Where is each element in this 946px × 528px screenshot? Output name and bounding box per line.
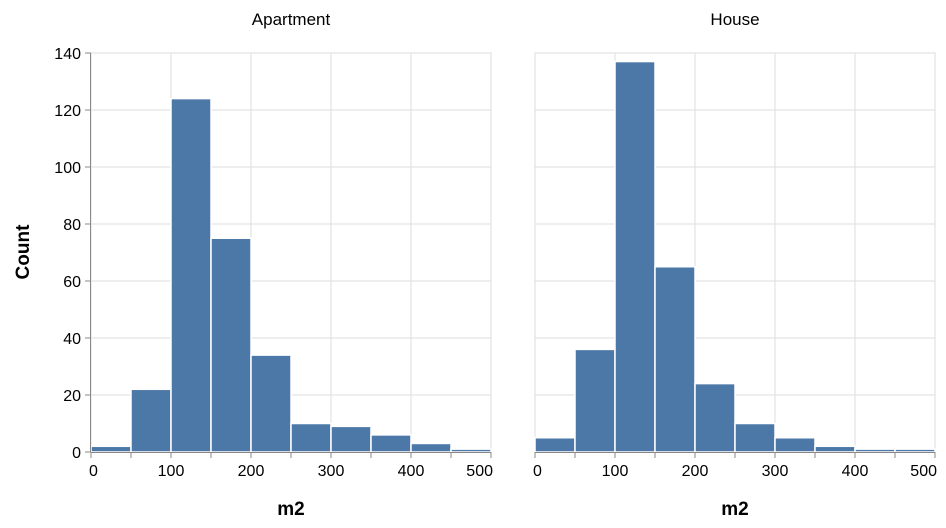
y-tick-label: 120 [54, 103, 81, 120]
histogram-bar [614, 60, 656, 453]
x-tick-label: 0 [533, 463, 542, 480]
x-tick-label: 500 [910, 463, 937, 480]
histogram-bar [694, 382, 736, 453]
y-axis-title: Count [13, 224, 34, 280]
x-tick-label: 200 [682, 463, 709, 480]
histogram-bar [734, 422, 776, 453]
x-tick-label: 400 [842, 463, 869, 480]
x-tick-label: 100 [158, 463, 185, 480]
histogram-bar [654, 266, 696, 453]
x-tick-label: 300 [762, 463, 789, 480]
y-tick-label: 60 [63, 274, 81, 291]
histogram-bar [90, 445, 132, 453]
histogram-bar [534, 437, 576, 453]
x-tick-label: 100 [602, 463, 629, 480]
y-tick-label: 0 [72, 445, 81, 462]
histogram-bar [450, 448, 492, 453]
histogram-bar [574, 348, 616, 453]
y-tick-label: 40 [63, 331, 81, 348]
histogram-bar [814, 445, 856, 453]
y-tick-label: 80 [63, 217, 81, 234]
histogram-bar [370, 434, 412, 453]
histogram-bar [170, 97, 212, 453]
histogram-bar [290, 422, 332, 453]
histogram-bar [130, 388, 172, 453]
y-tick-label: 20 [63, 388, 81, 405]
histogram-bar [894, 448, 936, 453]
facet-panel-apartment: 0 100 200 300 400 500 0 20 40 60 80 100 120 140 Apartm… [54, 10, 493, 520]
x-tick-label: 300 [318, 463, 345, 480]
x-axis-title: m2 [721, 499, 748, 520]
x-tick-label: 200 [238, 463, 265, 480]
y-tick-label: 140 [54, 46, 81, 63]
x-tick-label: 0 [89, 463, 98, 480]
histogram-bar [410, 442, 452, 453]
histogram-bar [210, 237, 252, 453]
y-tick-label: 100 [54, 160, 81, 177]
histogram-bar [774, 437, 816, 453]
x-tick-label: 400 [398, 463, 425, 480]
x-tick-label: 500 [466, 463, 493, 480]
facet-title: Apartment [252, 10, 331, 29]
histogram-bar [330, 425, 372, 453]
x-axis-title: m2 [277, 499, 304, 520]
facet-title: House [710, 10, 759, 29]
histogram-bar [854, 448, 896, 453]
histogram-bar [250, 354, 292, 453]
facet-panel-house: 0 100 200 300 400 500 House m2 [533, 10, 937, 520]
